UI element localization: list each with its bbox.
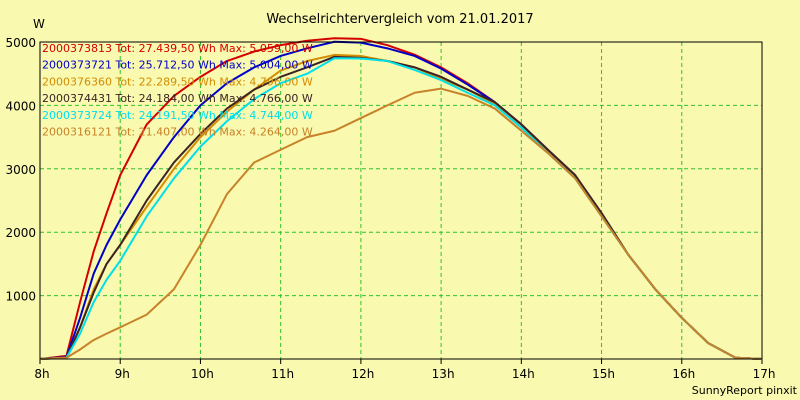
y-axis-label: W — [33, 17, 45, 31]
x-tick-label: 14h — [512, 367, 535, 381]
y-axis-ticks: 1000 2000 3000 4000 5000 — [5, 36, 36, 304]
legend-entry-5: 2000373724 Tot: 24.191,50 Wh Max: 4.744,… — [42, 109, 313, 122]
x-tick-label: 17h — [753, 367, 776, 381]
legend-entry-3: 2000376360 Tot: 22.289,50 Wh Max: 4.796,… — [42, 75, 313, 88]
y-tick-label: 5000 — [5, 36, 36, 50]
legend-entry-2: 2000373721 Tot: 25.712,50 Wh Max: 5.004,… — [42, 59, 313, 72]
plot-frame — [39, 41, 763, 360]
y-tick-label: 2000 — [5, 226, 36, 240]
legend: 2000373813 Tot: 27.439,50 Wh Max: 5.059,… — [42, 42, 313, 139]
legend-entry-6: 2000316121 Tot: 21.407,00 Wh Max: 4.264,… — [42, 126, 313, 139]
x-axis-ticks: 8h 9h 10h 11h 12h 13h 14h 15h 16h 17h — [34, 359, 775, 381]
x-tick-label: 11h — [271, 367, 294, 381]
x-tick-label: 15h — [592, 367, 615, 381]
y-tick-label: 4000 — [5, 99, 36, 113]
legend-entry-1: 2000373813 Tot: 27.439,50 Wh Max: 5.059,… — [42, 42, 313, 55]
x-tick-label: 10h — [191, 367, 214, 381]
footer-credit: SunnyReport pinxit — [692, 384, 798, 397]
series-line-6 — [39, 87, 763, 360]
x-tick-label: 13h — [432, 367, 455, 381]
x-tick-label: 12h — [351, 367, 374, 381]
chart-title: Wechselrichtervergleich vom 21.01.2017 — [266, 12, 533, 27]
y-tick-label: 1000 — [5, 290, 36, 304]
x-tick-label: 16h — [672, 367, 695, 381]
x-tick-label: 8h — [34, 367, 49, 381]
legend-entry-4: 2000374431 Tot: 24.184,00 Wh Max: 4.766,… — [42, 92, 313, 105]
y-tick-label: 3000 — [5, 163, 36, 177]
x-tick-label: 9h — [115, 367, 130, 381]
